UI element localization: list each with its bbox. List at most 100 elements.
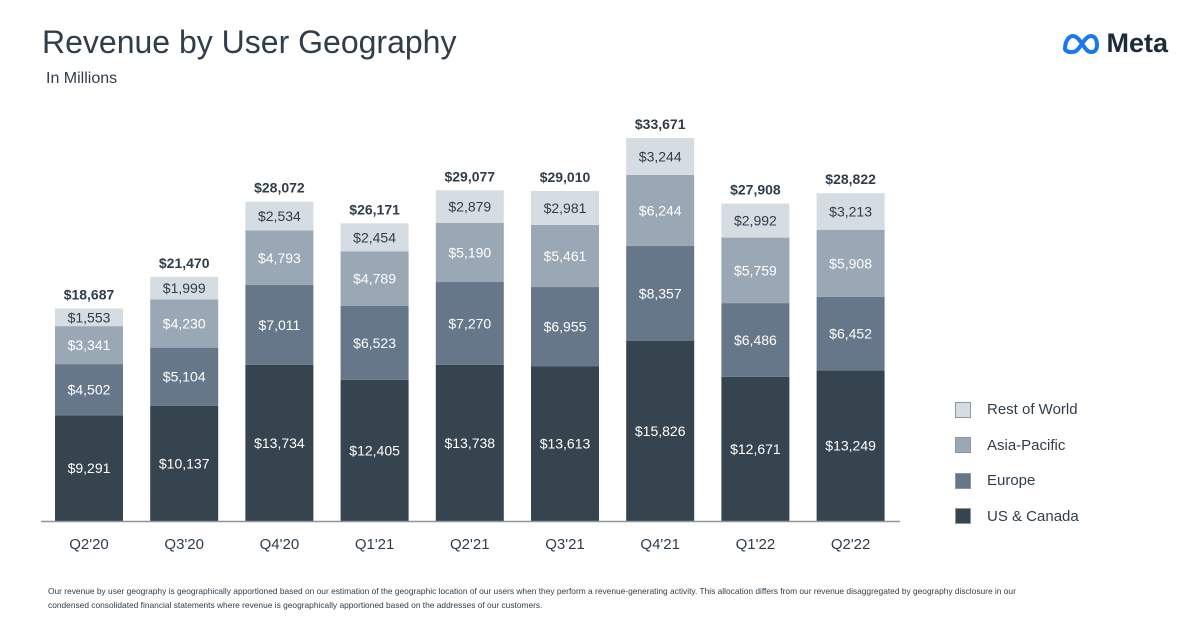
legend-label-asia-pacific: Asia-Pacific — [987, 436, 1066, 454]
data-label-europe-q2-22: $6,452 — [829, 326, 872, 342]
data-label-rest-of-world-q4-20: $2,534 — [258, 208, 301, 224]
data-label-asia-pacific-q3-20: $4,230 — [163, 316, 206, 332]
bar-asia-pacific-q4-21 — [626, 174, 695, 246]
total-label-q3-20: $21,470 — [159, 255, 210, 271]
bar-europe-q3-20 — [150, 347, 219, 406]
total-label-q2-20: $18,687 — [64, 286, 115, 302]
legend-swatch-europe — [955, 472, 971, 489]
data-label-us-canada-q4-20: $13,734 — [254, 435, 305, 451]
legend-label-us-canada: US & Canada — [987, 507, 1079, 525]
data-label-europe-q3-20: $5,104 — [163, 369, 206, 385]
data-label-europe-q4-21: $8,357 — [639, 285, 682, 301]
legend-item-rest-of-world: Rest of World — [955, 392, 1079, 428]
legend-swatch-asia-pacific — [955, 437, 971, 454]
data-label-us-canada-q2-20: $9,291 — [68, 460, 111, 476]
data-label-rest-of-world-q1-22: $2,992 — [734, 213, 777, 229]
bar-europe-q4-21 — [626, 245, 695, 341]
x-tick-label-q4-21: Q4'21 — [640, 536, 680, 553]
x-tick-label-q3-20: Q3'20 — [164, 536, 204, 553]
bar-us-canada-q1-22 — [721, 376, 790, 521]
data-label-us-canada-q3-20: $10,137 — [159, 455, 210, 471]
bar-rest-of-world-q4-21 — [626, 138, 695, 175]
data-label-europe-q2-21: $7,270 — [448, 315, 491, 331]
data-label-rest-of-world-q4-21: $3,244 — [639, 148, 682, 164]
total-label-q2-21: $29,077 — [444, 168, 495, 184]
total-label-q1-22: $27,908 — [730, 182, 781, 198]
data-label-us-canada-q4-21: $15,826 — [635, 423, 686, 439]
bar-europe-q3-21 — [531, 287, 599, 367]
bar-asia-pacific-q2-21 — [435, 223, 504, 283]
data-label-europe-q1-21: $6,523 — [353, 335, 396, 351]
total-label-q2-22: $28,822 — [825, 171, 876, 187]
bar-rest-of-world-q1-21 — [340, 223, 409, 252]
x-tick-label-q2-20: Q2'20 — [69, 536, 109, 553]
bar-europe-q1-21 — [340, 305, 409, 380]
bar-us-canada-q4-21 — [626, 340, 695, 521]
bar-asia-pacific-q2-22 — [816, 229, 885, 297]
data-label-rest-of-world-q2-22: $3,213 — [829, 203, 872, 219]
bar-asia-pacific-q1-22 — [721, 237, 790, 304]
bar-asia-pacific-q2-20 — [55, 326, 123, 365]
total-label-q4-21: $33,671 — [635, 116, 686, 132]
bar-rest-of-world-q3-21 — [531, 191, 599, 225]
bar-europe-q1-22 — [721, 303, 790, 377]
data-label-asia-pacific-q2-21: $5,190 — [448, 245, 491, 261]
data-label-rest-of-world-q1-21: $2,454 — [353, 229, 396, 245]
bar-us-canada-q2-22 — [816, 370, 885, 521]
bar-rest-of-world-q2-21 — [435, 190, 504, 224]
data-label-rest-of-world-q3-20: $1,999 — [163, 280, 206, 296]
legend-label-rest-of-world: Rest of World — [987, 401, 1078, 419]
total-label-q1-21: $26,171 — [349, 201, 400, 217]
data-label-us-canada-q1-22: $12,671 — [730, 441, 781, 457]
bar-asia-pacific-q3-20 — [150, 299, 219, 348]
meta-logo: Meta — [1061, 28, 1168, 59]
legend-swatch-us-canada — [955, 508, 971, 525]
bar-europe-q4-20 — [245, 285, 314, 365]
data-label-rest-of-world-q3-21: $2,981 — [544, 200, 587, 216]
bar-europe-q2-21 — [435, 282, 504, 365]
data-label-europe-q2-20: $4,502 — [68, 382, 111, 398]
data-label-asia-pacific-q1-21: $4,789 — [353, 270, 396, 286]
data-label-us-canada-q2-22: $13,249 — [825, 438, 876, 454]
x-tick-label-q1-22: Q1'22 — [736, 536, 776, 553]
footnote: Our revenue by user geography is geograp… — [48, 584, 1158, 612]
footnote-line-1: Our revenue by user geography is geograp… — [48, 586, 1016, 596]
footnote-line-2: condensed consolidated financial stateme… — [48, 600, 543, 610]
bar-asia-pacific-q1-21 — [340, 251, 409, 306]
bar-us-canada-q3-21 — [531, 366, 599, 521]
total-label-q3-21: $29,010 — [540, 169, 591, 185]
data-label-rest-of-world-q2-21: $2,879 — [448, 199, 491, 215]
bar-rest-of-world-q4-20 — [245, 201, 314, 231]
data-label-us-canada-q3-21: $13,613 — [540, 436, 591, 452]
total-label-q4-20: $28,072 — [254, 180, 305, 196]
bar-us-canada-q4-20 — [245, 364, 314, 521]
data-label-europe-q3-21: $6,955 — [544, 319, 587, 335]
data-label-asia-pacific-q2-20: $3,341 — [68, 337, 111, 353]
x-tick-label-q4-20: Q4'20 — [260, 536, 300, 553]
data-label-asia-pacific-q3-21: $5,461 — [544, 248, 587, 264]
bar-rest-of-world-q3-20 — [150, 276, 219, 300]
x-tick-label-q2-21: Q2'21 — [450, 536, 490, 553]
bar-rest-of-world-q2-22 — [816, 193, 885, 230]
page-title: Revenue by User Geography — [42, 24, 457, 60]
legend-item-asia-pacific: Asia-Pacific — [955, 428, 1079, 464]
legend-item-us-canada: US & Canada — [955, 499, 1079, 535]
data-label-us-canada-q2-21: $13,738 — [444, 435, 495, 451]
data-label-asia-pacific-q1-22: $5,759 — [734, 262, 777, 278]
page-subtitle: In Millions — [46, 70, 118, 87]
data-label-europe-q1-22: $6,486 — [734, 332, 777, 348]
bar-us-canada-q1-21 — [340, 379, 409, 521]
data-label-asia-pacific-q4-21: $6,244 — [639, 202, 682, 218]
bar-us-canada-q3-20 — [150, 405, 219, 521]
bar-rest-of-world-q1-22 — [721, 203, 790, 238]
bar-rest-of-world-q2-20 — [55, 308, 123, 327]
bar-us-canada-q2-21 — [435, 364, 504, 521]
x-tick-label-q1-21: Q1'21 — [355, 536, 395, 553]
data-label-us-canada-q1-21: $12,405 — [349, 442, 400, 458]
legend-item-europe: Europe — [955, 463, 1079, 499]
bar-europe-q2-22 — [816, 296, 885, 371]
data-label-asia-pacific-q4-20: $4,793 — [258, 250, 301, 266]
data-label-asia-pacific-q2-22: $5,908 — [829, 255, 872, 271]
data-label-rest-of-world-q2-20: $1,553 — [68, 309, 111, 325]
meta-infinity-icon — [1063, 33, 1100, 54]
